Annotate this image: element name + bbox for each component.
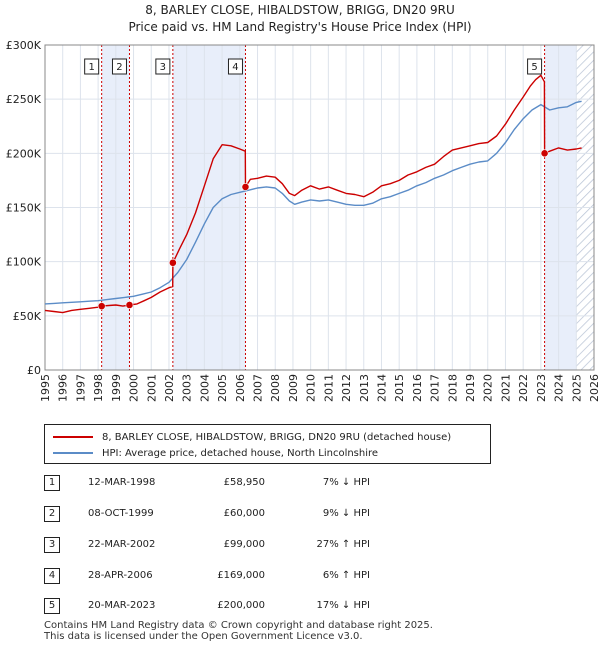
- x-tick-label: 2011: [322, 374, 335, 402]
- y-tick-label: £50K: [13, 310, 42, 323]
- x-tick-label: 2018: [446, 374, 459, 402]
- x-tick-label: 2015: [393, 374, 406, 402]
- x-tick-label: 2013: [358, 374, 371, 402]
- sale-price: £169,000: [217, 570, 265, 581]
- table-row: 2 08-OCT-1999 £60,000 9% ↓ HPI: [0, 503, 600, 523]
- x-tick-label: 2020: [482, 374, 495, 402]
- sale-number-label: 3: [160, 62, 166, 73]
- x-tick-label: 2026: [588, 374, 600, 402]
- legend-item-property: 8, BARLEY CLOSE, HIBALDSTOW, BRIGG, DN20…: [53, 430, 451, 444]
- x-tick-label: 2022: [517, 374, 530, 402]
- x-tick-label: 2010: [305, 374, 318, 402]
- x-tick-label: 2001: [145, 374, 158, 402]
- chart-legend: 8, BARLEY CLOSE, HIBALDSTOW, BRIGG, DN20…: [44, 424, 491, 464]
- sale-number-label: 2: [116, 62, 122, 73]
- sale-hpi-diff: 9% ↓ HPI: [322, 508, 370, 519]
- x-tick-label: 2000: [128, 374, 141, 402]
- x-tick-label: 1996: [57, 374, 70, 402]
- x-tick-label: 2024: [553, 374, 566, 402]
- x-tick-label: 2004: [198, 374, 211, 402]
- x-tick-label: 1997: [74, 374, 87, 402]
- sale-point: [540, 149, 549, 158]
- sale-number-label: 5: [531, 62, 537, 73]
- x-tick-label: 2008: [269, 374, 282, 402]
- sale-hpi-diff: 6% ↑ HPI: [322, 570, 370, 581]
- x-tick-label: 2007: [252, 374, 265, 402]
- legend-hpi-label: HPI: Average price, detached house, Nort…: [102, 447, 379, 459]
- sale-date: 08-OCT-1999: [88, 508, 154, 519]
- chart-title: 8, BARLEY CLOSE, HIBALDSTOW, BRIGG, DN20…: [145, 3, 455, 17]
- x-tick-label: 2019: [464, 374, 477, 402]
- sale-number-badge: 1: [44, 475, 60, 491]
- table-row: 4 28-APR-2006 £169,000 6% ↑ HPI: [0, 565, 600, 585]
- sale-hpi-diff: 7% ↓ HPI: [322, 477, 370, 488]
- x-tick-label: 1999: [110, 374, 123, 402]
- sale-point: [168, 258, 177, 267]
- hpi-line-swatch: [53, 452, 93, 454]
- x-tick-label: 1998: [92, 374, 105, 402]
- x-tick-label: 2014: [375, 374, 388, 402]
- sale-price: £58,950: [223, 477, 265, 488]
- x-tick-label: 2006: [234, 374, 247, 402]
- chart-subtitle: Price paid vs. HM Land Registry's House …: [128, 20, 472, 34]
- hpi-series-line: [44, 100, 582, 305]
- table-row: 5 20-MAR-2023 £200,000 17% ↓ HPI: [0, 595, 600, 615]
- sale-number-label: 4: [232, 62, 238, 73]
- attribution-line-2: This data is licensed under the Open Gov…: [44, 631, 363, 642]
- table-row: 1 12-MAR-1998 £58,950 7% ↓ HPI: [0, 472, 600, 492]
- legend-property-label: 8, BARLEY CLOSE, HIBALDSTOW, BRIGG, DN20…: [102, 431, 452, 443]
- x-tick-label: 2016: [411, 374, 424, 402]
- sale-number-badge: 2: [44, 506, 60, 522]
- sale-point: [241, 183, 250, 191]
- y-tick-label: £300K: [6, 39, 42, 52]
- y-tick-label: £100K: [6, 256, 42, 269]
- sale-point: [125, 301, 134, 309]
- x-tick-label: 2017: [429, 374, 442, 402]
- x-tick-label: 2012: [340, 374, 353, 402]
- sale-number-label: 1: [88, 62, 94, 73]
- sale-price: £200,000: [217, 600, 265, 611]
- table-row: 3 22-MAR-2002 £99,000 27% ↑ HPI: [0, 534, 600, 554]
- sale-point: [97, 302, 106, 311]
- sale-number-badge: 4: [44, 568, 60, 584]
- sale-date: 12-MAR-1998: [88, 477, 156, 488]
- legend-item-hpi: HPI: Average price, detached house, Nort…: [53, 446, 378, 460]
- sale-number-box: [111, 58, 127, 75]
- sale-price: £60,000: [223, 508, 265, 519]
- property-line-swatch: [53, 436, 93, 438]
- x-tick-label: 2009: [287, 374, 300, 402]
- sale-price: £99,000: [223, 539, 265, 550]
- x-tick-label: 2002: [163, 374, 176, 402]
- sale-number-box: [527, 58, 543, 75]
- x-tick-label: 2025: [570, 374, 583, 402]
- price-chart: £0 £50K £100K £150K £200K £250K £300K 1995 1996 1…: [6, 39, 600, 402]
- sale-date: 28-APR-2006: [88, 570, 153, 581]
- plot-frame: [44, 44, 595, 371]
- sale-date: 20-MAR-2023: [88, 600, 156, 611]
- x-tick-label: 1995: [39, 374, 52, 402]
- sale-number-box: [155, 58, 171, 75]
- y-tick-label: £200K: [6, 147, 42, 160]
- sale-number-box: [227, 58, 243, 75]
- y-tick-label: £0: [27, 364, 41, 377]
- sale-number-badge: 5: [44, 598, 60, 614]
- x-tick-label: 2005: [216, 374, 229, 402]
- sale-date: 22-MAR-2002: [88, 539, 156, 550]
- sale-hpi-diff: 17% ↓ HPI: [316, 600, 370, 611]
- x-tick-label: 2003: [181, 374, 194, 402]
- sale-hpi-diff: 27% ↑ HPI: [316, 539, 370, 550]
- sale-number-badge: 3: [44, 537, 60, 553]
- x-tick-label: 2023: [535, 374, 548, 402]
- sale-number-box: [84, 58, 100, 75]
- x-tick-label: 2021: [499, 374, 512, 402]
- property-series-line: [44, 74, 582, 314]
- y-tick-label: £150K: [6, 202, 42, 215]
- attribution: Contains HM Land Registry data © Crown c…: [44, 620, 433, 642]
- attribution-line-1: Contains HM Land Registry data © Crown c…: [44, 620, 433, 631]
- y-tick-label: £250K: [6, 93, 42, 106]
